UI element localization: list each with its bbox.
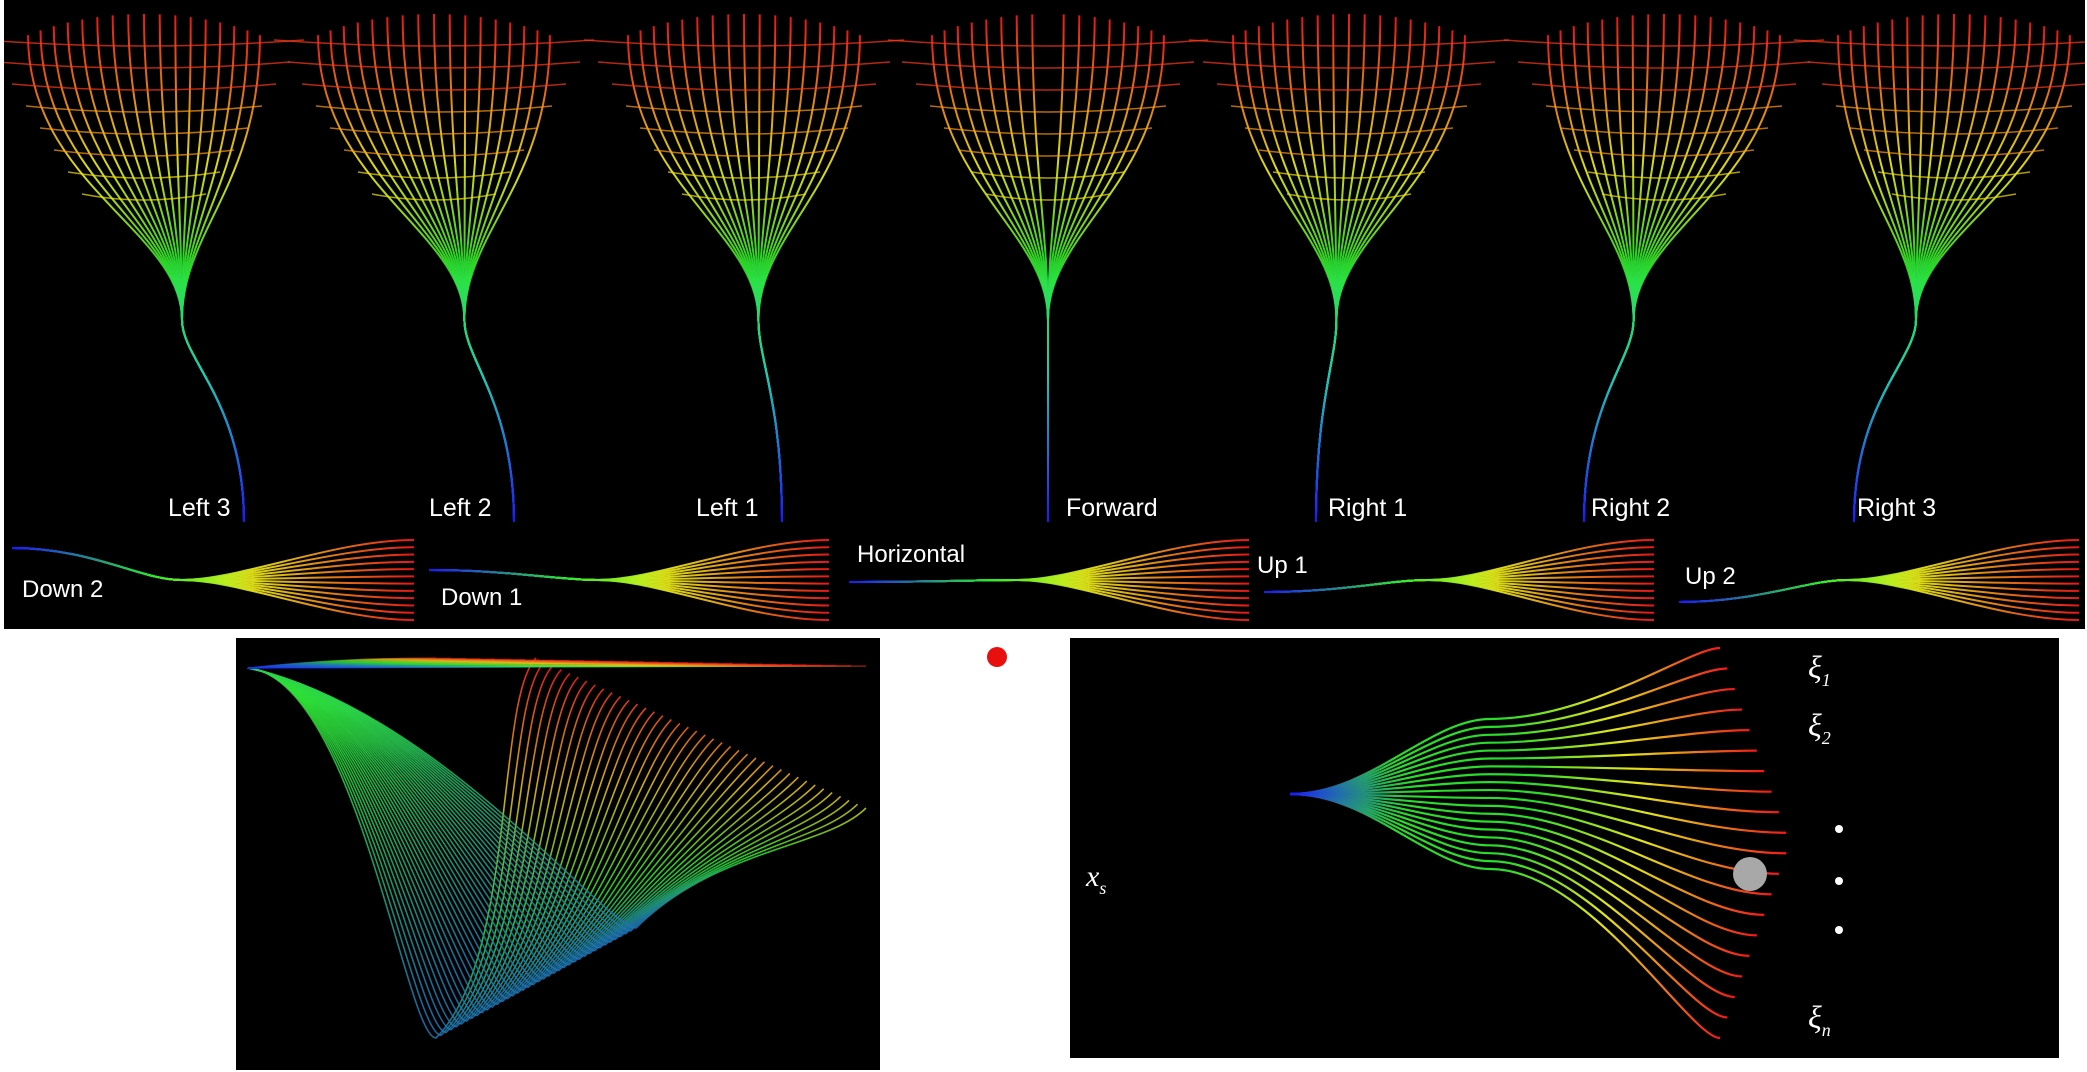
fan-horizontal bbox=[848, 539, 1250, 621]
fan-up-1 bbox=[1263, 539, 1655, 621]
target-label-n: ξn bbox=[1808, 999, 1831, 1040]
view-label-down-2: Down 2 bbox=[22, 576, 103, 603]
fan-forward bbox=[887, 14, 1209, 522]
branching-schematic-canvas: xs ξ1 ξ2 ξn bbox=[1078, 646, 1843, 1040]
obstacle-circle bbox=[1733, 857, 1767, 891]
fan-left-1 bbox=[583, 13, 905, 523]
fan-right-1 bbox=[1188, 13, 1510, 523]
fan-views-canvas: Left 3 Left 2 Left 1 Forward Right 1 Rig… bbox=[4, 13, 2085, 621]
source-label: xs bbox=[1085, 860, 1106, 898]
fan-up-2 bbox=[1678, 539, 2080, 621]
view-label-up-2: Up 2 bbox=[1685, 563, 1736, 590]
fan-down-2 bbox=[11, 539, 415, 621]
ellipsis-dot-2 bbox=[1835, 877, 1843, 885]
perspective-fan-panel bbox=[236, 638, 880, 1070]
view-label-horizontal: Horizontal bbox=[857, 541, 965, 568]
branching-fan-views-panel: Left 3 Left 2 Left 1 Forward Right 1 Rig… bbox=[4, 0, 2085, 629]
target-label-1: ξ1 bbox=[1808, 649, 1831, 690]
view-label-left-1: Left 1 bbox=[696, 494, 759, 522]
target-label-2: ξ2 bbox=[1808, 707, 1831, 748]
view-label-forward: Forward bbox=[1066, 494, 1158, 522]
view-label-left-2: Left 2 bbox=[429, 494, 492, 522]
ellipsis-dot-1 bbox=[1835, 825, 1843, 833]
view-label-right-3: Right 3 bbox=[1857, 494, 1936, 522]
red-marker-dot bbox=[987, 647, 1007, 667]
view-label-up-1: Up 1 bbox=[1257, 552, 1308, 579]
branching-schematic-panel: xs ξ1 ξ2 ξn bbox=[1070, 638, 2059, 1058]
fan-right-2 bbox=[1503, 13, 1825, 523]
view-label-right-1: Right 1 bbox=[1328, 494, 1407, 522]
fan-left-3 bbox=[4, 13, 305, 523]
ellipsis-dot-3 bbox=[1835, 926, 1843, 934]
perspective-fan-canvas bbox=[247, 657, 867, 1039]
fan-right-3 bbox=[1793, 13, 2085, 523]
fan-left-2 bbox=[273, 13, 595, 523]
view-label-right-2: Right 2 bbox=[1591, 494, 1670, 522]
view-label-down-1: Down 1 bbox=[441, 584, 522, 611]
fan-down-1 bbox=[428, 539, 830, 621]
view-label-left-3: Left 3 bbox=[168, 494, 231, 522]
